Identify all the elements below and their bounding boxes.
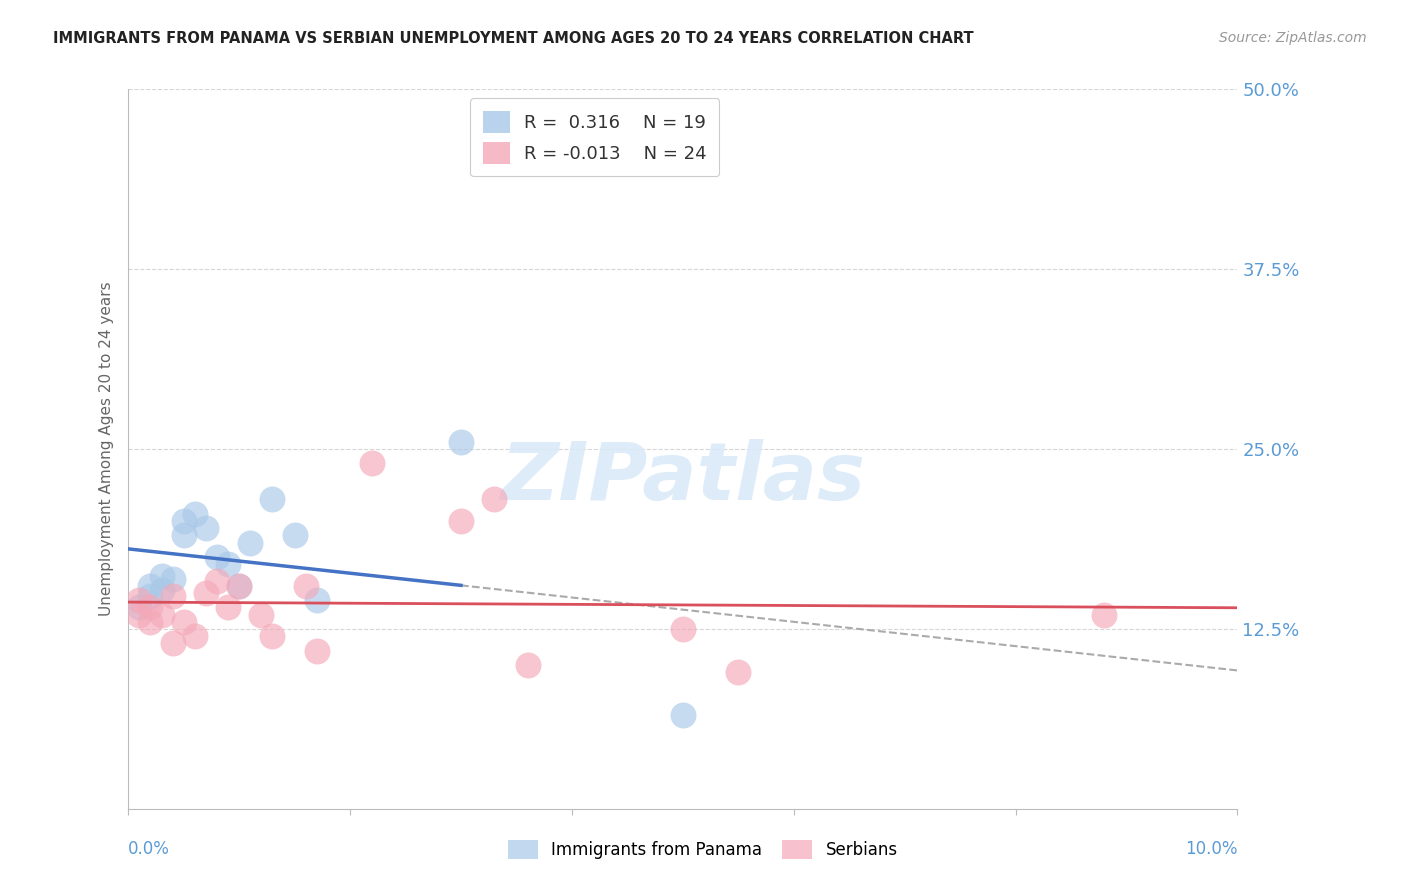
Point (217, 557, 239, 571)
Point (184, 629, 207, 643)
Point (672, 622, 695, 636)
Point (139, 600, 162, 615)
Point (128, 600, 150, 615)
Point (305, 593, 328, 607)
Text: 0.0%: 0.0% (128, 840, 170, 858)
Point (305, 643, 328, 657)
Point (262, 629, 284, 643)
Point (205, 549, 228, 564)
Text: ZIPatlas: ZIPatlas (501, 439, 865, 516)
Legend: R =  0.316    N = 19, R = -0.013    N = 24: R = 0.316 N = 19, R = -0.013 N = 24 (470, 98, 720, 177)
Point (262, 492, 284, 507)
Point (173, 615, 195, 629)
Point (173, 528, 195, 542)
Point (139, 615, 162, 629)
Point (139, 579, 162, 593)
Point (294, 579, 316, 593)
Point (150, 607, 173, 622)
Point (162, 589, 184, 603)
Point (217, 600, 239, 615)
Point (139, 589, 162, 603)
Point (150, 568, 173, 582)
Y-axis label: Unemployment Among Ages 20 to 24 years: Unemployment Among Ages 20 to 24 years (100, 282, 114, 616)
Text: IMMIGRANTS FROM PANAMA VS SERBIAN UNEMPLOYMENT AMONG AGES 20 TO 24 YEARS CORRELA: IMMIGRANTS FROM PANAMA VS SERBIAN UNEMPL… (53, 31, 974, 46)
Point (1092, 607, 1115, 622)
Point (128, 593, 150, 607)
Point (484, 492, 506, 507)
Point (205, 574, 228, 589)
Point (450, 514, 472, 528)
Point (239, 535, 262, 549)
Text: 10.0%: 10.0% (1185, 840, 1237, 858)
Point (194, 521, 217, 535)
Point (284, 528, 307, 542)
Point (162, 572, 184, 586)
Text: Source: ZipAtlas.com: Source: ZipAtlas.com (1219, 31, 1367, 45)
Point (150, 583, 173, 598)
Point (228, 579, 250, 593)
Point (173, 514, 195, 528)
Point (194, 586, 217, 600)
Point (450, 434, 472, 449)
Point (128, 607, 150, 622)
Point (162, 636, 184, 650)
Point (228, 579, 250, 593)
Point (361, 456, 384, 470)
Legend: Immigrants from Panama, Serbians: Immigrants from Panama, Serbians (499, 831, 907, 868)
Point (250, 607, 273, 622)
Point (672, 708, 695, 723)
Point (184, 507, 207, 521)
Point (727, 665, 749, 680)
Point (516, 657, 538, 672)
